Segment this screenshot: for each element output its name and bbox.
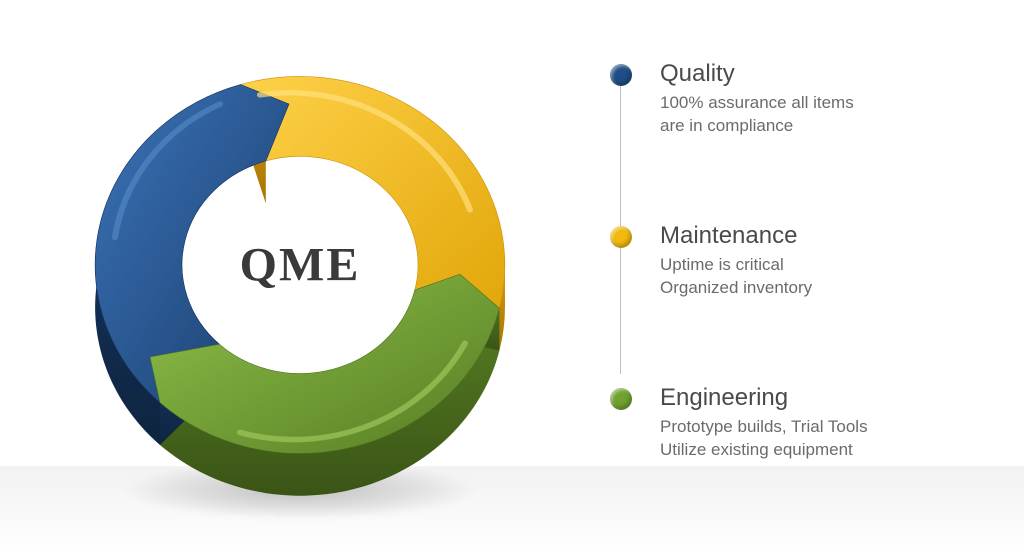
- legend-desc-maintenance: Uptime is critical Organized inventory: [660, 254, 990, 300]
- legend-title-engineering: Engineering: [660, 384, 990, 412]
- legend-desc-engineering: Prototype builds, Trial Tools Utilize ex…: [660, 416, 990, 462]
- legend-desc-quality: 100% assurance all items are in complian…: [660, 92, 990, 138]
- legend-title-maintenance: Maintenance: [660, 222, 990, 250]
- legend-title-quality: Quality: [660, 60, 990, 88]
- legend: Quality 100% assurance all items are in …: [610, 60, 990, 462]
- center-label: QME: [240, 238, 361, 293]
- legend-dot-engineering: [610, 388, 632, 410]
- legend-item-quality: Quality 100% assurance all items are in …: [610, 60, 990, 138]
- legend-dot-quality: [610, 64, 632, 86]
- legend-item-engineering: Engineering Prototype builds, Trial Tool…: [610, 384, 990, 462]
- ring-cycle-diagram: QME: [50, 10, 550, 530]
- qme-infographic: QME Quality 100% assurance all items are…: [0, 0, 1024, 556]
- legend-item-maintenance: Maintenance Uptime is critical Organized…: [610, 222, 990, 300]
- legend-dot-maintenance: [610, 226, 632, 248]
